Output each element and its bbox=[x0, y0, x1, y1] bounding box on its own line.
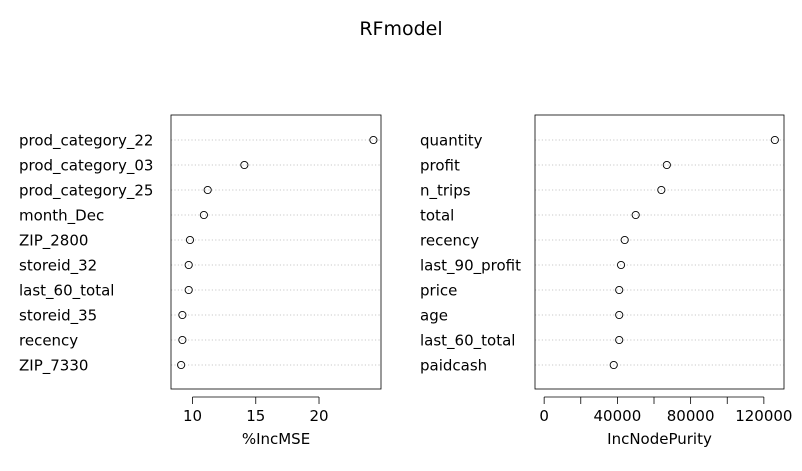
left-category-label: ZIP_7330 bbox=[19, 357, 88, 376]
right-category-label: profit bbox=[420, 157, 460, 175]
right-data-point bbox=[620, 235, 629, 245]
right-data-point bbox=[609, 360, 618, 370]
right-category-label: age bbox=[420, 307, 448, 325]
left-data-point bbox=[369, 135, 378, 145]
right-x-axis-title: IncNodePurity bbox=[607, 430, 712, 448]
right-data-point bbox=[657, 185, 666, 195]
left-data-point bbox=[178, 335, 187, 345]
left-x-axis-title: %IncMSE bbox=[242, 430, 310, 448]
left-category-label: prod_category_03 bbox=[19, 157, 153, 176]
left-data-point bbox=[185, 235, 195, 245]
right-category-label: last_60_total bbox=[420, 332, 515, 351]
right-data-point bbox=[615, 310, 624, 320]
right-data-point bbox=[662, 160, 671, 170]
right-data-point bbox=[770, 135, 779, 145]
left-x-tick-label: 15 bbox=[246, 407, 265, 425]
right-data-point bbox=[615, 335, 624, 345]
right-x-tick-label: 120000 bbox=[735, 407, 792, 425]
left-x-tick-label: 10 bbox=[183, 407, 202, 425]
left-data-point bbox=[240, 160, 249, 170]
right-category-label: quantity bbox=[420, 132, 483, 150]
left-x-tick-label: 20 bbox=[309, 407, 328, 425]
left-plot-frame bbox=[170, 114, 382, 390]
left-category-label: storeid_32 bbox=[19, 257, 97, 276]
right-plot-frame bbox=[534, 114, 785, 390]
right-category-label: paidcash bbox=[420, 357, 487, 375]
left-category-label: last_60_total bbox=[19, 282, 114, 301]
right-category-label: n_trips bbox=[420, 182, 471, 201]
right-category-label: recency bbox=[420, 232, 479, 250]
left-data-point bbox=[203, 185, 212, 195]
right-x-tick-label: 80000 bbox=[667, 407, 715, 425]
right-category-label: last_90_profit bbox=[420, 257, 521, 276]
left-category-label: prod_category_25 bbox=[19, 182, 153, 201]
right-data-point bbox=[631, 210, 640, 220]
left-data-point bbox=[199, 210, 208, 220]
right-data-point bbox=[617, 260, 626, 270]
left-data-point bbox=[177, 360, 186, 370]
right-x-tick-label: 0 bbox=[539, 407, 549, 425]
left-category-label: storeid_35 bbox=[19, 307, 97, 326]
left-data-point bbox=[184, 260, 193, 270]
right-category-label: total bbox=[420, 207, 454, 225]
right-category-label: price bbox=[420, 282, 457, 300]
left-category-label: month_Dec bbox=[19, 207, 104, 226]
left-category-label: ZIP_2800 bbox=[19, 232, 88, 251]
left-category-label: recency bbox=[19, 332, 78, 350]
left-data-point bbox=[178, 310, 187, 320]
right-data-point bbox=[615, 285, 624, 295]
right-x-tick-label: 40000 bbox=[594, 407, 642, 425]
left-data-point bbox=[184, 285, 193, 295]
chart-title: RFmodel bbox=[359, 18, 442, 40]
left-category-label: prod_category_22 bbox=[19, 132, 153, 151]
